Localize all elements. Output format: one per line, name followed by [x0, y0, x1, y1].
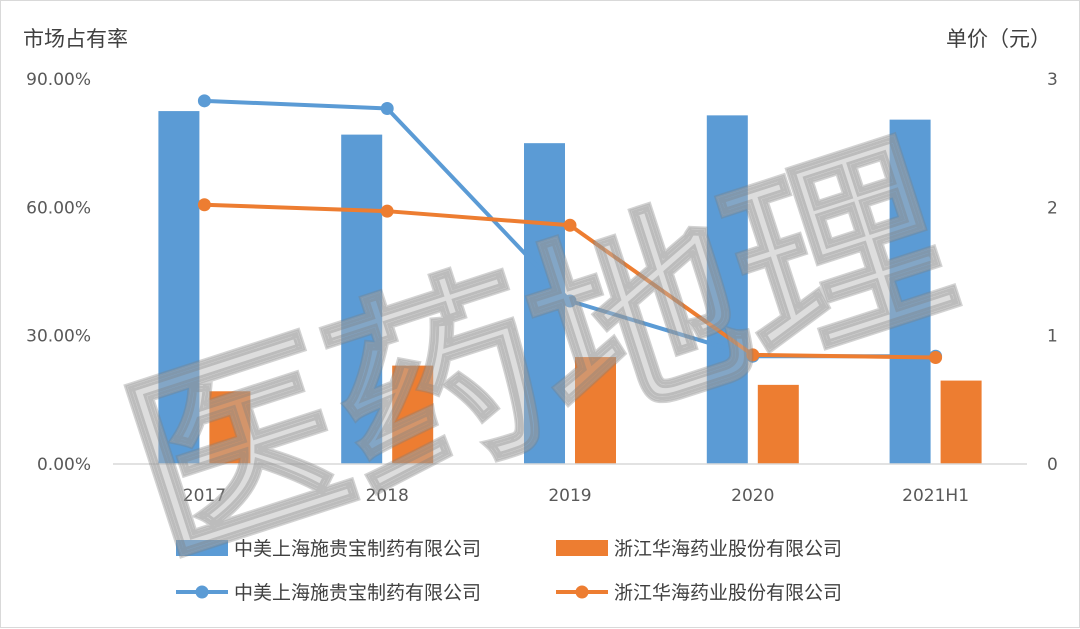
legend-label: 中美上海施贵宝制药有限公司: [234, 538, 481, 560]
line-layer: [197, 94, 943, 364]
category-label: 2017: [183, 486, 226, 506]
legend-swatch-bar: [556, 540, 608, 556]
bar-bms-2017: [158, 111, 200, 464]
category-label: 2018: [366, 486, 409, 506]
point-huahai-2020: [746, 348, 760, 362]
right-axis-title: 单价（元）: [946, 27, 1051, 51]
category-label: 2020: [731, 486, 774, 506]
point-huahai-2021h1: [929, 350, 943, 364]
bar-bms-2019: [524, 143, 565, 464]
bar-huahai-2019: [575, 357, 616, 464]
left-tick-label: 90.00%: [26, 70, 91, 90]
bar-bms-2018: [341, 134, 383, 464]
legend-swatch-marker: [195, 585, 209, 599]
category-label: 2019: [548, 486, 591, 506]
right-tick-label: 1: [1047, 327, 1058, 347]
bar-huahai-2021h1: [940, 380, 982, 464]
legend-swatch-bar: [176, 540, 228, 556]
bar-layer: [158, 111, 982, 464]
bar-huahai-2020: [757, 384, 799, 464]
left-tick-label: 30.00%: [26, 327, 91, 347]
tick-layer: 0.00% 30.00% 60.00% 90.00% 0 1 2 3 2017 2018 2019 2…: [26, 70, 1058, 506]
left-axis-title: 市场占有率: [23, 27, 128, 51]
left-tick-label: 0.00%: [37, 455, 91, 475]
legend-label: 浙江华海药业股份有限公司: [614, 582, 842, 604]
right-tick-label: 0: [1047, 455, 1058, 475]
point-huahai-2018: [380, 204, 394, 218]
right-tick-label: 3: [1047, 70, 1058, 90]
point-bms-2017: [197, 94, 211, 108]
point-bms-2019: [563, 294, 577, 308]
point-huahai-2017: [197, 198, 211, 212]
legend-swatch-marker: [575, 585, 589, 599]
category-label: 2021H1: [902, 486, 969, 506]
legend-label: 浙江华海药业股份有限公司: [614, 538, 842, 560]
bar-huahai-2017: [209, 391, 251, 464]
right-tick-label: 2: [1047, 198, 1058, 218]
bar-bms-2021h1: [889, 119, 931, 464]
bar-huahai-2018: [392, 365, 434, 464]
left-tick-label: 60.00%: [26, 198, 91, 218]
point-huahai-2019: [563, 218, 577, 232]
legend-label: 中美上海施贵宝制药有限公司: [234, 582, 481, 604]
point-bms-2018: [380, 102, 394, 116]
bar-bms-2020: [706, 115, 748, 464]
